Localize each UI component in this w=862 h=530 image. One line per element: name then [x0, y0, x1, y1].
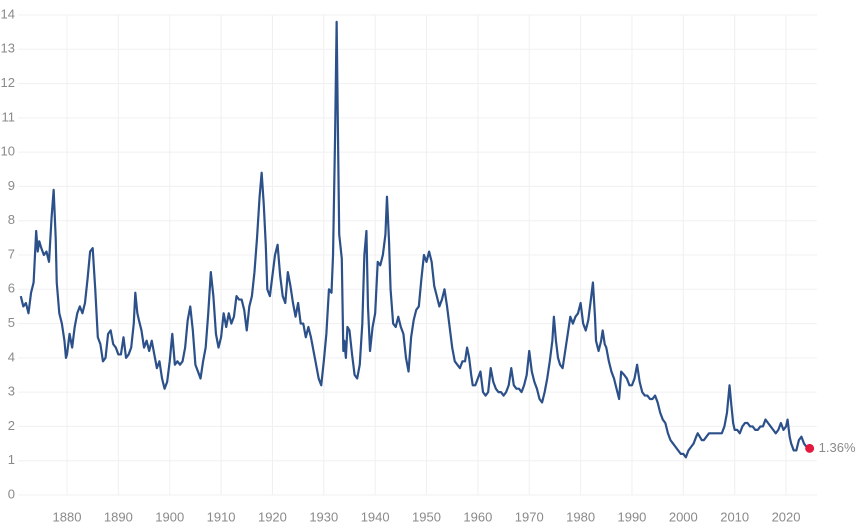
- x-tick-label: 1880: [53, 509, 82, 524]
- x-tick-label: 1900: [155, 509, 184, 524]
- x-tick-label: 1970: [515, 509, 544, 524]
- y-tick-label: 1: [8, 452, 15, 467]
- y-tick-label: 11: [2, 109, 16, 124]
- y-tick-label: 13: [1, 41, 15, 56]
- x-tick-label: 2000: [669, 509, 698, 524]
- y-tick-label: 7: [8, 246, 15, 261]
- y-tick-label: 6: [8, 281, 15, 296]
- y-tick-label: 4: [8, 349, 15, 364]
- x-tick-label: 1890: [104, 509, 133, 524]
- y-tick-label: 9: [8, 178, 15, 193]
- x-tick-label: 2020: [772, 509, 801, 524]
- x-tick-label: 1910: [207, 509, 236, 524]
- last-point-marker: [805, 443, 815, 453]
- y-tick-label: 0: [8, 486, 15, 501]
- y-tick-label: 8: [8, 212, 15, 227]
- y-tick-label: 2: [8, 418, 15, 433]
- y-tick-label: 10: [1, 144, 15, 159]
- last-point-label: 1.36%: [819, 440, 856, 455]
- line: [19, 20, 811, 459]
- x-tick-label: 1960: [463, 509, 492, 524]
- x-tick-label: 2010: [720, 509, 749, 524]
- x-tick-label: 1940: [361, 509, 390, 524]
- y-tick-label: 3: [8, 384, 15, 399]
- x-tick-label: 1990: [617, 509, 646, 524]
- y-tick-label: 5: [8, 315, 15, 330]
- x-tick-label: 1920: [258, 509, 287, 524]
- x-tick-label: 1950: [412, 509, 441, 524]
- y-tick-label: 14: [1, 6, 15, 21]
- y-tick-label: 12: [1, 75, 15, 90]
- x-tick-label: 1930: [309, 509, 338, 524]
- x-tick-label: 1980: [566, 509, 595, 524]
